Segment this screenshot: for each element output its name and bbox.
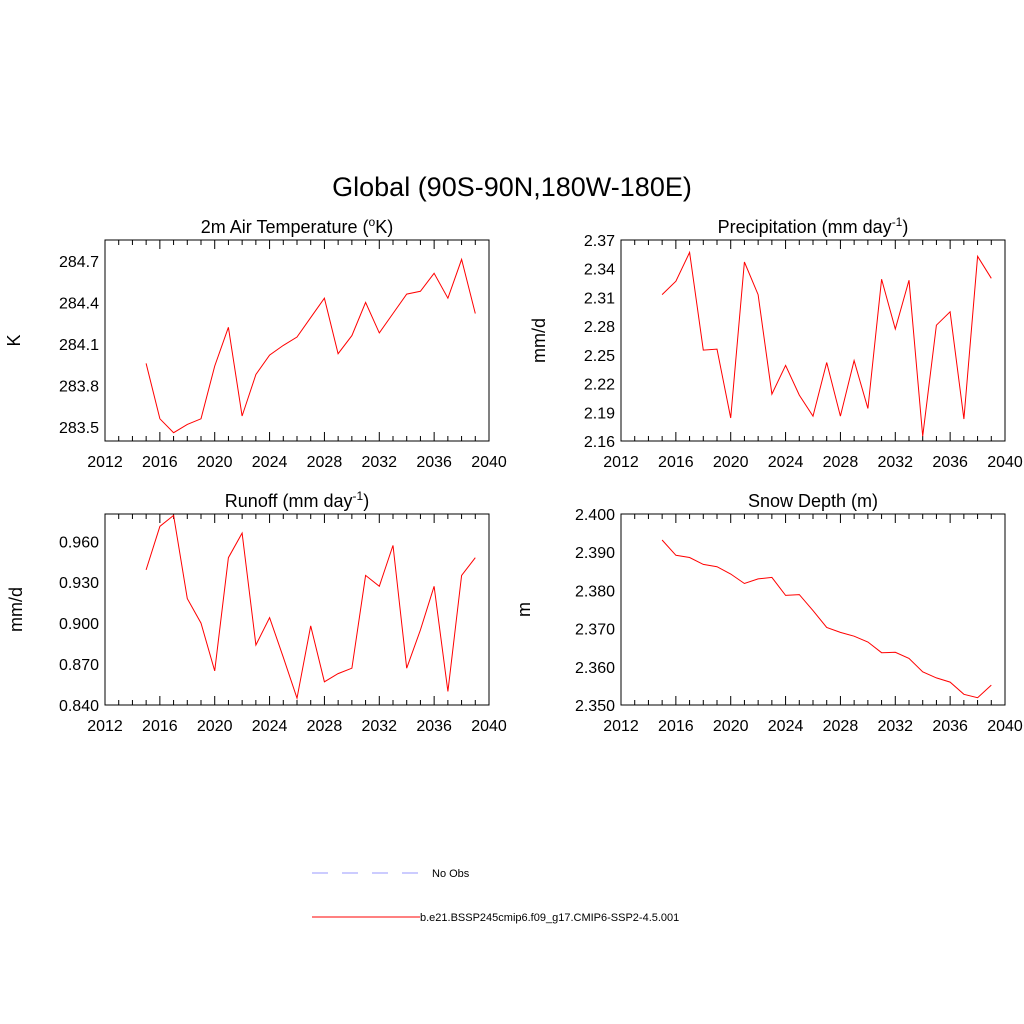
x-tick-label: 2040	[471, 718, 507, 735]
x-tick-label: 2028	[823, 454, 859, 471]
y-tick-label: 284.1	[59, 337, 99, 354]
y-tick-label: 2.19	[584, 405, 615, 422]
y-tick-label: 2.37	[584, 233, 615, 250]
x-tick-label: 2012	[603, 718, 639, 735]
legend: No Obs b.e21.BSSP245cmip6.f09_g17.CMIP6-…	[312, 868, 679, 924]
x-tick-label: 2024	[252, 454, 288, 471]
y-tick-label: 283.8	[59, 379, 99, 396]
x-tick-label: 2012	[603, 454, 639, 471]
x-tick-label: 2012	[87, 718, 123, 735]
x-tick-label: 2036	[932, 454, 968, 471]
y-axis-label: mm/d	[6, 587, 26, 632]
panel-precipitation: Precipitation (mm day-1) mm/d 2012 2016 2020…	[529, 215, 1023, 471]
x-tick-label: 2020	[713, 718, 749, 735]
panel-title: Precipitation (mm day-1)	[718, 215, 909, 237]
plot-frame	[104, 513, 490, 706]
legend-obs-label: No Obs	[432, 868, 470, 880]
x-tick-label: 2012	[87, 454, 123, 471]
y-tick-label: 2.370	[575, 622, 615, 639]
series-line	[145, 257, 476, 434]
x-tick-label: 2028	[823, 718, 859, 735]
panel-runoff: Runoff (mm day-1) mm/d 2012 2016 2020 2024 202…	[6, 489, 507, 735]
x-tick-label: 2036	[416, 454, 452, 471]
x-tick-label: 2016	[142, 718, 178, 735]
y-tick-label: 2.360	[575, 660, 615, 677]
x-tick-label: 2020	[197, 454, 233, 471]
x-tick-label: 2024	[768, 454, 804, 471]
y-tick-label: 2.34	[584, 262, 615, 279]
x-tick-label: 2020	[713, 454, 749, 471]
x-tick-label: 2040	[987, 454, 1023, 471]
x-tick-label: 2016	[658, 454, 694, 471]
x-tick-label: 2032	[877, 454, 913, 471]
x-tick-label: 2028	[307, 718, 343, 735]
y-axis-label: K	[4, 334, 24, 346]
legend-model-label: b.e21.BSSP245cmip6.f09_g17.CMIP6-SSP2-4.…	[420, 912, 679, 924]
series-line	[661, 250, 992, 437]
y-tick-label: 283.5	[59, 420, 99, 437]
y-tick-label: 284.7	[59, 254, 99, 271]
series-line	[145, 514, 476, 701]
x-tick-label: 2032	[361, 454, 397, 471]
y-axis-label: m	[514, 602, 534, 617]
y-tick-label: 2.25	[584, 348, 615, 365]
series-line	[661, 539, 992, 699]
x-tick-label: 2040	[471, 454, 507, 471]
panel-title: 2m Air Temperature (oK)	[201, 215, 393, 237]
x-tick-label: 2016	[658, 718, 694, 735]
x-tick-label: 2036	[932, 718, 968, 735]
plot-frame	[620, 239, 1006, 442]
y-tick-label: 2.28	[584, 319, 615, 336]
panel-air-temperature: 2m Air Temperature (oK) K 2012 2016 2020 2024…	[4, 215, 507, 471]
panel-snow-depth: Snow Depth (m) m 2012 2016 2020 2024 2028 2032 2…	[514, 491, 1023, 735]
plot-frame	[104, 239, 490, 442]
panel-title: Snow Depth (m)	[748, 491, 878, 511]
x-tick-label: 2032	[361, 718, 397, 735]
y-tick-label: 2.380	[575, 583, 615, 600]
y-tick-label: 2.16	[584, 434, 615, 451]
y-tick-label: 2.350	[575, 698, 615, 715]
y-axis-label: mm/d	[529, 318, 549, 363]
x-tick-label: 2040	[987, 718, 1023, 735]
y-tick-label: 0.840	[59, 698, 99, 715]
x-tick-label: 2016	[142, 454, 178, 471]
figure-title: Global (90S-90N,180W-180E)	[332, 172, 692, 202]
x-tick-label: 2036	[416, 718, 452, 735]
y-tick-label: 0.930	[59, 575, 99, 592]
panel-title: Runoff (mm day-1)	[225, 489, 369, 511]
plot-frame	[620, 513, 1006, 706]
x-tick-label: 2032	[877, 718, 913, 735]
y-tick-label: 0.960	[59, 534, 99, 551]
y-tick-label: 2.22	[584, 377, 615, 394]
y-tick-label: 0.900	[59, 616, 99, 633]
x-tick-label: 2024	[768, 718, 804, 735]
y-tick-label: 2.31	[584, 290, 615, 307]
x-tick-label: 2024	[252, 718, 288, 735]
x-tick-label: 2020	[197, 718, 233, 735]
y-tick-label: 2.400	[575, 507, 615, 524]
y-tick-label: 0.870	[59, 657, 99, 674]
y-tick-label: 284.4	[59, 295, 99, 312]
x-tick-label: 2028	[307, 454, 343, 471]
y-tick-label: 2.390	[575, 545, 615, 562]
